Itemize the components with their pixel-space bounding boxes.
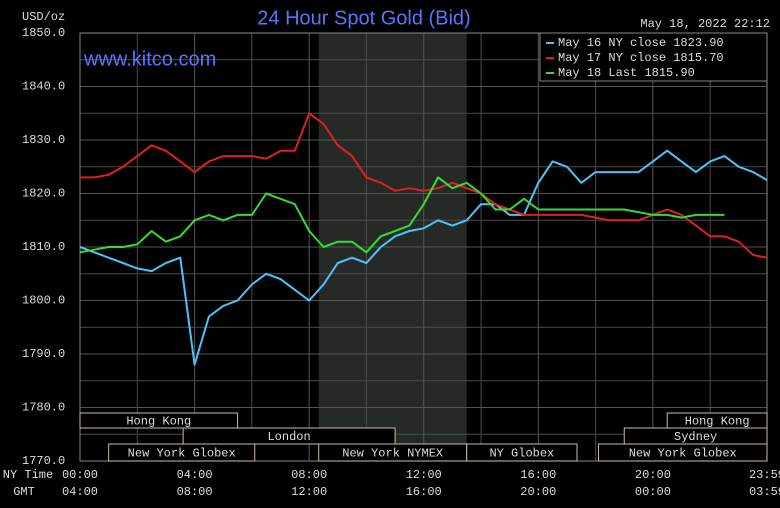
- y-tick-label: 1800.0: [22, 294, 65, 308]
- gmt-tick-label: 16:00: [406, 485, 442, 499]
- watermark: www.kitco.com: [83, 48, 216, 70]
- session-label: Hong Kong: [126, 415, 191, 429]
- price-line: [79, 176, 725, 254]
- y-tick-label: 1820.0: [22, 187, 65, 201]
- y-tick-label: 1850.0: [22, 26, 65, 40]
- gmt-tick-label: 04:00: [62, 485, 98, 499]
- price-line: [79, 149, 768, 366]
- session-label: London: [267, 430, 310, 444]
- gmt-tick-label: 03:59: [749, 485, 780, 499]
- session-label: New York Globex: [629, 447, 737, 461]
- y-tick-label: 1840.0: [22, 80, 65, 94]
- x-tick-label: 23:59: [749, 468, 780, 482]
- legend-label: May 16 NY close 1823.90: [558, 36, 724, 50]
- session-bar: [182, 427, 396, 445]
- timestamp: May 18, 2022 22:12: [640, 17, 770, 31]
- session-bar: [597, 443, 768, 462]
- y-tick-label: 1790.0: [22, 347, 65, 361]
- legend-box: [539, 32, 768, 82]
- gmt-tick-label: 12:00: [291, 485, 327, 499]
- gmt-tick-label: 20:00: [520, 485, 556, 499]
- session-label: New York NYMEX: [342, 447, 443, 461]
- x-tick-label: 16:00: [520, 468, 556, 482]
- session-label: NY Globex: [489, 447, 554, 461]
- session-bar: [108, 443, 256, 462]
- gmt-row-label: GMT: [13, 485, 35, 499]
- chart-title: 24 Hour Spot Gold (Bid): [257, 7, 470, 29]
- y-tick-label: 1830.0: [22, 133, 65, 147]
- x-tick-label: 00:00: [62, 468, 98, 482]
- x-tick-label: 20:00: [635, 468, 671, 482]
- gmt-tick-label: 00:00: [635, 485, 671, 499]
- x-tick-label: 12:00: [406, 468, 442, 482]
- session-label: New York Globex: [128, 447, 236, 461]
- session-bar: [466, 443, 578, 462]
- x-row-label: NY Time: [3, 468, 53, 482]
- gmt-tick-label: 08:00: [177, 485, 213, 499]
- y-tick-label: 1810.0: [22, 240, 65, 254]
- session-label: Hong Kong: [685, 415, 750, 429]
- session-bar: [79, 412, 239, 429]
- x-tick-label: 04:00: [177, 468, 213, 482]
- y-tick-label: 1770.0: [22, 454, 65, 468]
- x-tick-label: 08:00: [291, 468, 327, 482]
- session-label: Sydney: [674, 430, 717, 444]
- legend-label: May 18 Last 1815.90: [558, 66, 695, 80]
- y-axis-label: USD/oz: [22, 10, 65, 24]
- y-tick-label: 1780.0: [22, 401, 65, 415]
- legend-label: May 17 NY close 1815.70: [558, 51, 724, 65]
